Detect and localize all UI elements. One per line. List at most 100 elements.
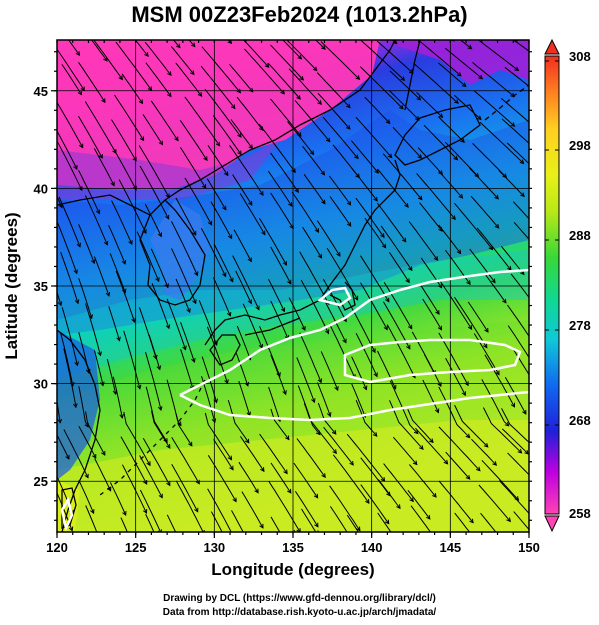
streamline: [445, 249, 471, 285]
streamline: [229, 145, 264, 196]
streamline-arrowhead: [157, 232, 162, 238]
streamline: [378, 479, 401, 509]
streamline: [241, 491, 264, 529]
streamline-arrowhead: [458, 193, 464, 199]
streamline-arrowhead: [365, 499, 370, 504]
streamline: [150, 100, 179, 141]
streamline-arrowhead: [522, 409, 527, 415]
streamline-arrowhead: [227, 455, 233, 461]
streamline: [473, 90, 515, 127]
streamline-arrowhead: [346, 221, 352, 227]
streamline-arrowhead: [531, 341, 535, 345]
streamline-arrowhead: [416, 95, 422, 101]
streamline: [57, 141, 83, 191]
streamline-arrowhead: [380, 233, 385, 239]
streamline: [438, 62, 467, 87]
streamline: [85, 411, 106, 456]
streamline-arrowhead: [103, 240, 109, 246]
streamline: [150, 248, 169, 288]
streamline-arrowhead: [559, 251, 563, 255]
streamline-arrowhead: [342, 338, 347, 344]
streamline: [377, 512, 392, 532]
streamline: [84, 101, 117, 154]
streamline-arrowhead: [85, 368, 91, 375]
streamline: [302, 145, 325, 176]
streamline: [482, 407, 522, 454]
streamline: [438, 426, 481, 472]
streamline: [175, 480, 204, 532]
streamline-arrowhead: [155, 277, 160, 283]
streamline-arrowhead: [321, 199, 326, 205]
streamline: [419, 283, 440, 315]
streamline-arrowhead: [401, 567, 405, 571]
streamline: [57, 101, 84, 148]
streamline-arrowhead: [494, 223, 500, 229]
streamline: [302, 226, 322, 259]
streamline: [93, 256, 110, 297]
streamline-arrowhead: [408, 324, 413, 330]
streamline: [481, 379, 510, 427]
streamline: [115, 41, 153, 91]
streamline-arrowhead: [465, 474, 471, 480]
streamline-arrowhead: [73, 403, 78, 409]
streamline-arrowhead: [211, 418, 217, 424]
streamline: [60, 332, 74, 386]
streamline: [17, 483, 30, 517]
streamline: [259, 326, 281, 377]
streamline-arrowhead: [201, 184, 207, 190]
streamline: [454, 404, 489, 448]
streamline-arrowhead: [282, 390, 287, 396]
streamline: [416, 173, 456, 220]
streamline: [317, 382, 331, 417]
streamline-arrowhead: [572, 119, 576, 123]
streamline: [244, 48, 285, 95]
streamline: [123, 411, 151, 466]
streamline: [121, 73, 143, 104]
streamline: [145, 513, 155, 532]
streamline-arrowhead: [260, 467, 265, 473]
streamline: [111, 119, 137, 162]
streamline: [57, 398, 61, 423]
streamline-arrowhead: [325, 137, 331, 143]
streamline: [213, 439, 234, 470]
streamline: [477, 40, 519, 71]
streamline-arrowhead: [517, 448, 523, 454]
streamline: [20, 539, 32, 579]
streamline-arrowhead: [77, 90, 83, 96]
streamline: [57, 130, 78, 170]
streamline: [445, 357, 466, 396]
streamline: [515, 40, 518, 42]
streamline: [499, 480, 529, 515]
colorbar-scale: [544, 55, 560, 515]
streamline-arrowhead: [92, 453, 97, 459]
streamline: [317, 92, 351, 130]
streamline-arrowhead: [197, 92, 203, 97]
streamline-arrowhead: [392, 40, 398, 45]
streamline-arrowhead: [283, 469, 288, 475]
streamline-arrowhead: [429, 438, 434, 444]
streamline: [377, 169, 409, 208]
streamline: [438, 332, 469, 386]
streamline-arrowhead: [297, 54, 303, 60]
streamline: [454, 512, 471, 532]
streamline: [171, 464, 199, 512]
wind-streamlines: [17, 12, 576, 579]
streamline: [539, 12, 574, 35]
streamline-arrowhead: [75, 51, 80, 56]
streamline: [288, 68, 322, 105]
streamline-arrowhead: [105, 291, 111, 297]
streamline: [179, 120, 208, 161]
streamline: [320, 41, 360, 80]
streamline-arrowhead: [417, 154, 423, 159]
streamline-arrowhead: [294, 188, 299, 193]
streamline-arrowhead: [261, 230, 266, 236]
streamline-arrowhead: [349, 460, 354, 466]
streamline-arrowhead: [501, 575, 505, 579]
streamline: [359, 66, 404, 110]
streamline: [376, 202, 407, 242]
streamline-arrowhead: [65, 454, 70, 460]
axis-ticks: [51, 40, 532, 538]
streamline: [181, 538, 196, 571]
streamline-arrowhead: [405, 278, 410, 284]
streamline-arrowhead: [434, 408, 440, 414]
